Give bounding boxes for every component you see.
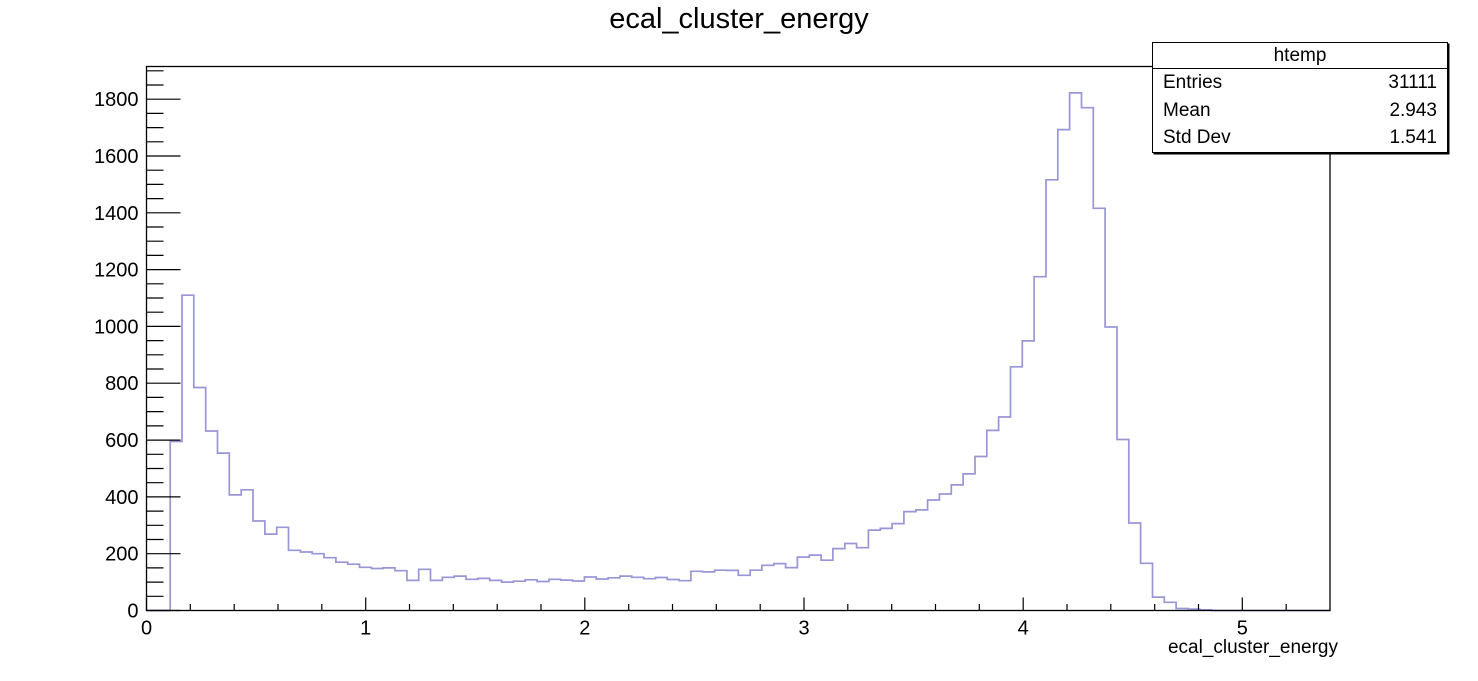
stats-label: Mean (1163, 99, 1211, 121)
stats-row-entries: Entries 31111 (1153, 69, 1447, 97)
x-axis-title: ecal_cluster_energy (1167, 637, 1338, 658)
stats-value: 2.943 (1389, 99, 1437, 121)
stats-value: 31111 (1388, 72, 1437, 93)
y-tick-label: 800 (105, 373, 138, 395)
y-tick-label: 400 (105, 487, 138, 509)
y-tick-label: 0 (127, 601, 138, 623)
histogram-line (146, 92, 1330, 612)
x-tick-label: 5 (1237, 618, 1248, 640)
y-tick-label: 1000 (94, 316, 139, 338)
y-tick-label: 1800 (94, 89, 139, 111)
x-tick-label: 2 (579, 618, 590, 640)
stats-label: Std Dev (1163, 127, 1231, 149)
stats-box-title: htemp (1153, 43, 1447, 69)
x-tick-label: 4 (1018, 618, 1029, 640)
stats-label: Entries (1163, 72, 1223, 93)
chart-title: ecal_cluster_energy (609, 3, 869, 35)
y-tick-label: 200 (105, 544, 138, 566)
x-tick-label: 3 (798, 618, 809, 640)
y-tick-label: 600 (105, 430, 138, 452)
plot-frame (145, 65, 1331, 612)
y-tick-label: 1400 (94, 203, 139, 225)
x-tick-label: 0 (141, 618, 152, 640)
y-tick-label: 1600 (94, 146, 139, 168)
stats-row-mean: Mean 2.943 (1153, 97, 1447, 125)
y-tick-label: 1200 (94, 260, 139, 282)
stats-row-stddev: Std Dev 1.541 (1153, 124, 1447, 152)
stats-box: htemp Entries 31111 Mean 2.943 Std Dev 1… (1152, 42, 1448, 153)
x-tick-label: 1 (360, 618, 371, 640)
stats-value: 1.541 (1389, 127, 1437, 149)
